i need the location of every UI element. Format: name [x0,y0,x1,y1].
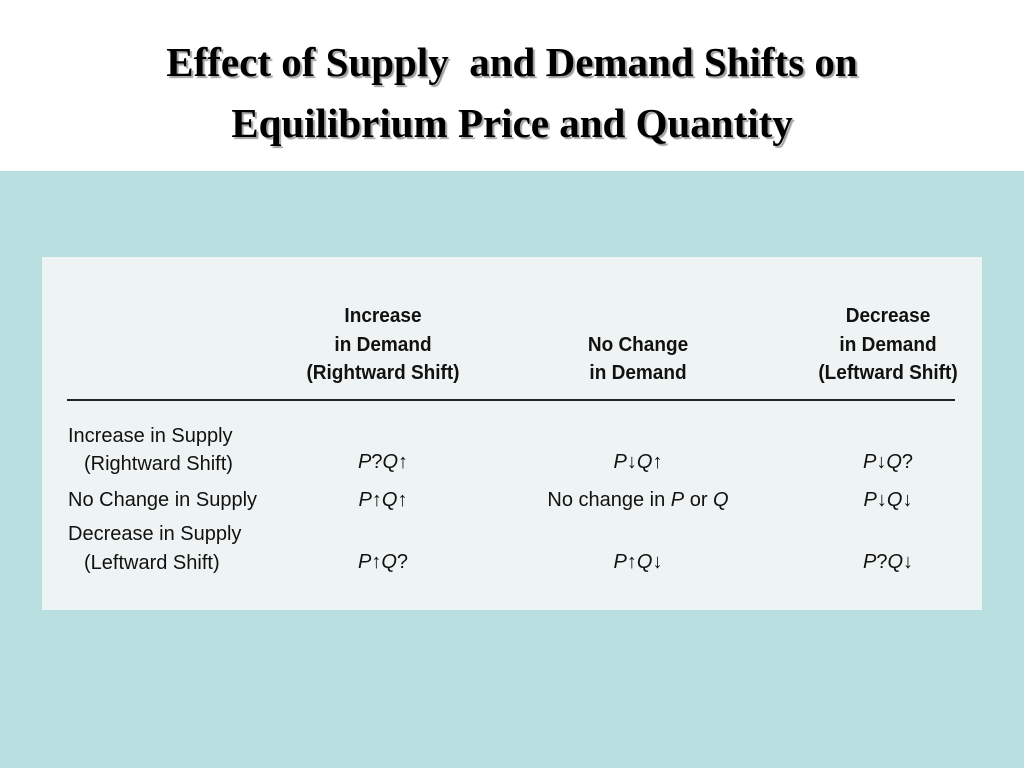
row-label: No Change in Supply [68,489,258,511]
row-label: Decrease in Supply [68,523,242,545]
column-header: Decrease [845,305,931,327]
column-header: in Demand [334,333,432,356]
table-cell: P↓Q? [862,451,914,473]
table-cell: P↑Q↑ [358,489,408,511]
column-header: in Demand [589,362,687,384]
column-header: (Leftward Shift) [818,362,958,384]
table-cell: P↑Q↓ [613,551,663,573]
table-cell: No change in P or Q [547,489,729,511]
title-line: Equilibrium Price and Quantity [231,100,793,146]
row-label: (Leftward Shift) [84,552,220,574]
column-header: (Rightward Shift) [306,362,460,384]
column-header: No Change [587,333,689,356]
row-label: Increase in Supply [68,425,233,447]
column-header: in Demand [839,333,937,356]
table-cell: P↓Q↓ [863,489,913,511]
row-label: (Rightward Shift) [84,453,233,475]
table-cell: P?Q↑ [357,451,409,473]
table-cell: P↓Q↑ [613,451,663,473]
table-cell: P↑Q? [357,551,409,573]
table-cell: P?Q↓ [862,551,914,573]
column-header: Increase [344,305,422,327]
title-line: Effect of Supply and Demand Shifts on [166,39,858,85]
table-panel [42,257,982,610]
header-rule [67,399,955,401]
